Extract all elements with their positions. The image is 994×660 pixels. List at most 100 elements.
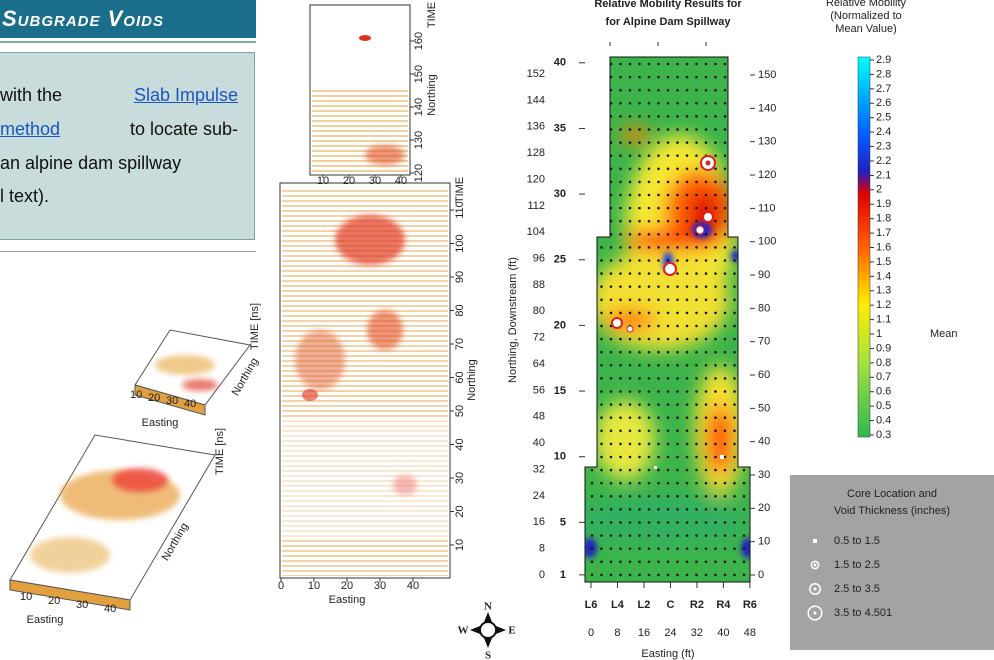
compass-letter: E [508, 625, 515, 637]
axis-label: Easting [329, 594, 366, 606]
reflection-blob [302, 389, 318, 401]
iso-small-figure [134, 329, 251, 416]
tick-label: 20 [48, 595, 60, 607]
y-tick-label: 120 [527, 173, 545, 185]
legend-title: Core Location and [847, 488, 937, 500]
core-marker [695, 225, 705, 235]
core-marker [626, 325, 634, 333]
y-tick-label: 152 [527, 68, 545, 80]
y-tick-label: 150 [413, 65, 425, 83]
tick-label: 10 [20, 591, 32, 603]
x-tick-label: 0 [278, 580, 284, 592]
legend-symbol [813, 563, 817, 567]
compass [470, 612, 506, 648]
compass-arrows [470, 612, 506, 648]
colorbar-tick-label: 2.1 [876, 169, 891, 181]
y-tick-label: 8 [539, 543, 545, 555]
y2-tick-label: 150 [758, 69, 776, 81]
axis-label: Easting [27, 614, 64, 626]
x-tick-label: 30 [369, 175, 381, 187]
axis-label: Easting [142, 417, 179, 429]
axis-label: TIME [454, 177, 466, 203]
mobility-map [585, 57, 750, 582]
y2-tick-label: 130 [758, 136, 776, 148]
link[interactable]: method [0, 119, 61, 139]
axis-label: Northing [466, 359, 478, 401]
link[interactable]: Slab Impulse [133, 85, 238, 105]
text: l text). [0, 186, 50, 206]
y-tick-label: 56 [533, 384, 545, 396]
x-category-label: C [666, 599, 674, 611]
x-tick-label: 48 [744, 627, 756, 639]
colorbar-tick-label: 0.3 [876, 429, 891, 441]
x-tick-label: 10 [308, 580, 320, 592]
chart-title: Relative Mobility Results for [594, 0, 742, 10]
intro-line: with the Slab Impulse [0, 85, 238, 106]
quiet-zone [282, 420, 448, 540]
iso-large-figure [9, 434, 216, 611]
x-tick-label: 0 [588, 627, 594, 639]
y-tick-label: 30 [554, 188, 566, 200]
y-tick-label: 136 [527, 121, 545, 133]
reflection-blob [295, 330, 345, 390]
colorbar-tick-label: 1.9 [876, 198, 891, 210]
core-marker [611, 317, 623, 329]
x-tick-label: 30 [374, 580, 386, 592]
y-tick-label: 48 [533, 411, 545, 423]
compass-ring [479, 621, 497, 639]
y-tick-label: 104 [527, 226, 545, 238]
core-marker [654, 466, 657, 469]
tick-label: 30 [166, 395, 178, 407]
y-tick-label: 160 [413, 32, 425, 50]
reflection-blob [365, 145, 405, 165]
colorbar-tick-label: 2 [876, 184, 882, 196]
colorbar-tick-label: 2.7 [876, 83, 891, 95]
reflection-blob [367, 310, 403, 350]
intro-box: with the Slab Impulse method to locate sub-… [0, 52, 255, 240]
legend-item: 2.5 to 3.5 [834, 583, 880, 595]
colorbar [857, 56, 871, 438]
rule [0, 251, 256, 252]
y2-tick-label: 20 [758, 502, 770, 514]
y-tick-label: 16 [533, 516, 545, 528]
y-tick-label: 24 [533, 490, 545, 502]
colorbar-title: (Normalized to [830, 10, 902, 22]
axis-label: TIME [ns] [214, 428, 226, 475]
colorbar-tick-label: 1.3 [876, 285, 891, 297]
x-tick-label: 40 [717, 627, 729, 639]
mean-label: Mean [930, 328, 958, 340]
axis-label: TIME [ns] [249, 303, 261, 350]
gpr-main-image [279, 182, 451, 579]
colorbar-tick-label: 2.4 [876, 126, 891, 138]
text: an alpine dam spillway [0, 153, 182, 173]
y-tick-label: 110 [454, 201, 466, 219]
y-tick-label: 20 [454, 505, 466, 517]
y-tick-label: 10 [454, 539, 466, 551]
axis-label: Easting (ft) [641, 648, 694, 660]
compass-letter: S [485, 650, 491, 660]
colorbar-tick-label: 2.9 [876, 54, 891, 66]
legend-symbol [813, 611, 817, 615]
tick-label: 20 [148, 392, 160, 404]
colorbar-tick-label: 1 [876, 328, 882, 340]
y-tick-label: 10 [554, 451, 566, 463]
colorbar-tick-label: 1.1 [876, 314, 891, 326]
y-tick-label: 80 [454, 304, 466, 316]
intro-line: l text). [0, 186, 238, 207]
iso-blob [112, 468, 168, 492]
gpr-top-image [309, 4, 411, 176]
y-tick-label: 0 [539, 569, 545, 581]
colorbar-title: Mean Value) [835, 23, 897, 35]
y2-tick-label: 140 [758, 102, 776, 114]
x-category-label: L4 [611, 599, 625, 611]
y-tick-label: 32 [533, 463, 545, 475]
y-tick-label: 88 [533, 279, 545, 291]
x-category-label: R4 [716, 599, 731, 611]
colorbar-tick-label: 2.3 [876, 140, 891, 152]
section-header: Subgrade Voids [0, 0, 256, 38]
x-tick-label: 20 [341, 580, 353, 592]
reflection-blob [335, 215, 405, 265]
y2-tick-label: 70 [758, 336, 770, 348]
legend-box [790, 475, 994, 650]
